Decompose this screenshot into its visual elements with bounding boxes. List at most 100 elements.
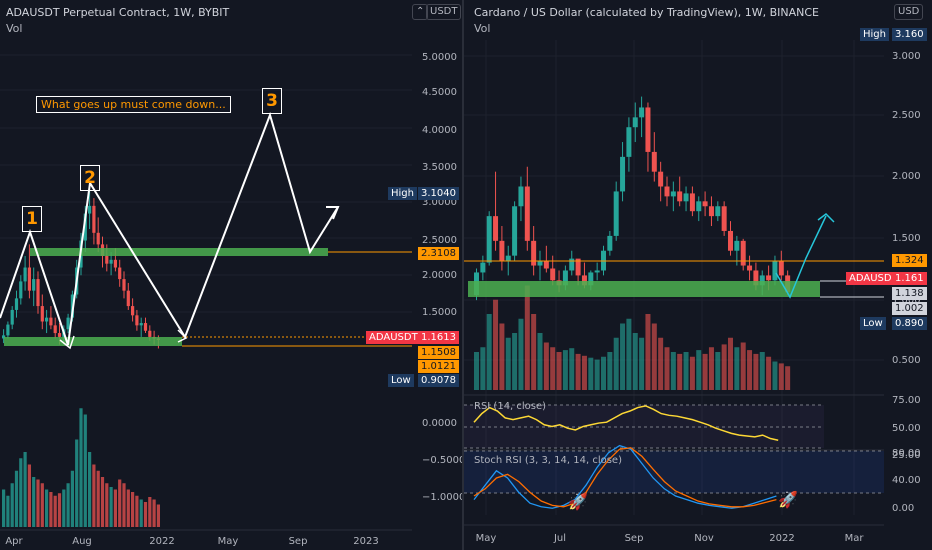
right-volume-bar (505, 337, 511, 390)
right-candle-body (620, 156, 626, 192)
right-chart-pane[interactable]: 3.000 2.500 2.000 1.500 1.000 0.500 75.00 50.00… (464, 0, 932, 550)
rocket-icon: 🚀 (568, 492, 588, 511)
left-volume-bar (148, 497, 152, 527)
rsi-tick-label: 25.00 (892, 450, 921, 461)
left-volume-bar (66, 483, 70, 527)
left-chevron-icon[interactable]: ⌃ (412, 4, 429, 20)
right-volume-bar (658, 337, 664, 390)
right-support-zone (468, 281, 820, 297)
left-volume-bar (2, 489, 6, 527)
right-volume-bar (474, 352, 479, 390)
right-volume-bar (740, 342, 746, 390)
right-y-tick-label: 0.500 (892, 355, 921, 366)
right-volume-bar (588, 357, 594, 390)
right-vol-label: Vol (474, 22, 491, 35)
right-volume-bar (632, 333, 638, 390)
left-volume-bar (57, 493, 62, 527)
left-candle-body (19, 281, 23, 299)
right-volume-bar (543, 342, 549, 390)
left-volume-bar (83, 414, 87, 527)
left-candle-body (49, 317, 53, 326)
left-volume-bar (6, 495, 10, 527)
left-volume-bar (19, 458, 23, 527)
right-candle-body (486, 216, 492, 263)
left-x-tick-label: Sep (289, 536, 308, 547)
right-volume-bar (651, 323, 657, 390)
right-candle-body (562, 270, 568, 286)
right-volume-bar (601, 356, 606, 390)
left-volume-bar (131, 492, 135, 527)
left-volume-bar (152, 499, 156, 527)
right-volume-bar (556, 352, 562, 390)
left-currency-button[interactable]: USDT (426, 4, 462, 20)
wave-label-3: 3 (262, 88, 282, 114)
left-candle-body (27, 267, 31, 291)
right-volume-bar (493, 299, 499, 390)
left-candle-body (113, 259, 117, 268)
right-volume-bar (772, 361, 778, 390)
left-candle-body (143, 323, 148, 331)
right-volume-bar (721, 344, 727, 390)
left-candle-body (14, 298, 19, 310)
left-y-tick-label: 2.0000 (422, 270, 457, 281)
left-x-tick-label: 2023 (353, 536, 378, 547)
right-symbol-tag: ADAUSD (846, 272, 895, 285)
right-volume-bar (728, 337, 733, 390)
right-volume-bar (639, 337, 645, 390)
left-volume-bar (45, 489, 49, 527)
left-candle-body (109, 259, 113, 264)
right-candle-body (505, 255, 511, 261)
right-high-label: High (860, 28, 889, 41)
left-x-tick-label: Apr (5, 536, 23, 547)
right-volume-bar (512, 333, 518, 390)
right-x-tick-label: Jul (553, 533, 566, 544)
right-x-tick-label: Sep (625, 533, 644, 544)
left-candle-body (105, 255, 109, 264)
left-low-value: 0.9078 (418, 374, 459, 387)
left-volume-bar (92, 464, 96, 527)
left-chart-canvas[interactable]: 5.0000 4.5000 4.0000 3.5000 3.0000 2.5000 2.00… (0, 0, 462, 550)
right-candle-body (639, 107, 645, 118)
right-volume-bar (708, 347, 714, 390)
left-y-tick-label: 1.5000 (422, 307, 457, 318)
left-volume-bar (75, 439, 79, 527)
right-volume-bar (747, 350, 753, 390)
right-candle-body (664, 186, 670, 197)
left-chart-pane[interactable]: 5.0000 4.5000 4.0000 3.5000 3.0000 2.5000 2.00… (0, 0, 462, 550)
left-volume-bar (113, 489, 117, 527)
right-y-tick-label: 1.500 (892, 233, 921, 244)
right-high-value: 3.160 (892, 28, 927, 41)
left-candle-body (66, 317, 70, 330)
right-candle-body (658, 171, 664, 187)
right-volume-bar (480, 347, 486, 390)
right-support-top-tag: 1.138 (892, 287, 927, 300)
left-x-tick-label: May (218, 536, 239, 547)
left-volume-bar (40, 483, 44, 527)
left-x-tick-label: 2022 (149, 536, 174, 547)
right-candle-body (588, 272, 594, 286)
right-volume-bar (715, 352, 721, 390)
left-candle-body (32, 279, 36, 291)
right-volume-bar (594, 359, 600, 390)
left-y-tick-label: 0.0000 (422, 418, 457, 429)
left-volume-bar (126, 489, 130, 527)
rsi-line (473, 405, 779, 441)
right-candle-body (766, 275, 772, 281)
right-volume-bar (759, 352, 765, 390)
right-candle-body (715, 206, 721, 217)
right-currency-button[interactable]: USD (894, 4, 924, 20)
left-high-value: 3.1040 (418, 187, 459, 200)
right-chart-title: Cardano / US Dollar (calculated by Tradi… (474, 6, 819, 19)
rsi-legend: RSI (14, close) (474, 401, 547, 412)
right-candle-body (512, 206, 518, 256)
left-candle-body (6, 324, 10, 336)
right-volume-bar (581, 355, 587, 390)
right-volume-bar (753, 353, 759, 390)
pane-divider[interactable] (462, 0, 464, 550)
right-chart-canvas[interactable]: 3.000 2.500 2.000 1.500 1.000 0.500 75.00 50.00… (464, 0, 932, 550)
left-volume-bar (14, 470, 19, 527)
left-low-label: Low (388, 374, 414, 387)
stoch-band (464, 451, 884, 493)
right-candle-body (626, 127, 632, 157)
left-volume-bar (62, 489, 66, 527)
